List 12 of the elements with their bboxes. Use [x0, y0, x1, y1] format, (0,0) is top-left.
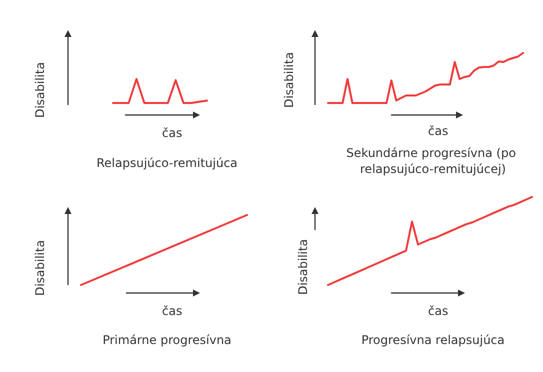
y-axis-title: Disabilita: [33, 62, 47, 118]
x-axis-title: čas: [428, 124, 448, 138]
x-axis-title: čas: [428, 304, 448, 318]
text: Primárne progresívna: [102, 333, 232, 347]
text: Relapsujúco-remitujúca: [96, 156, 238, 170]
y-axis-title: Disabilita: [282, 52, 296, 108]
y-axis-title: Disabilita: [296, 239, 310, 295]
text: Progresívna relapsujúca: [361, 333, 505, 347]
x-axis-title: čas: [162, 126, 182, 140]
y-axis-title: Disabilita: [33, 240, 47, 296]
x-axis-title: čas: [162, 304, 182, 318]
text: Sekundárne progresívna (po relapsujúco-remitujúcej): [346, 146, 520, 176]
